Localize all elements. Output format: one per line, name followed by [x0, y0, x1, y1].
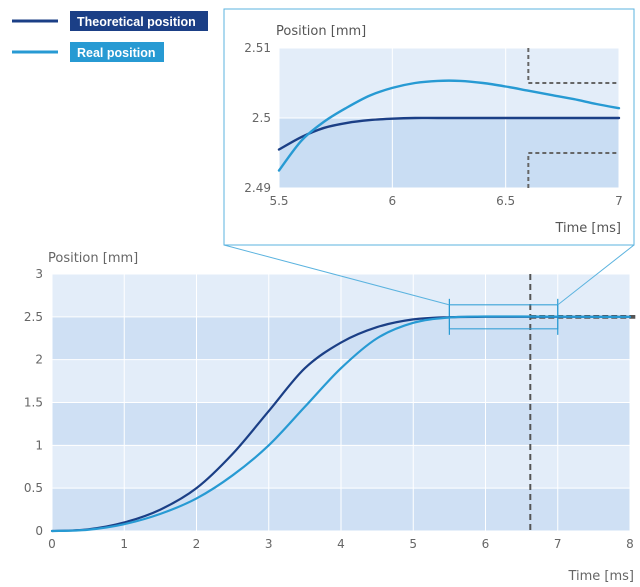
inset-series	[277, 79, 621, 172]
main-y-tick-label: 2.5	[24, 310, 43, 324]
main-x-tick-label: 6	[482, 537, 490, 551]
inset-x-tick-label: 5.5	[269, 194, 288, 208]
inset-band	[279, 48, 619, 118]
inset-chart: 5.5 6 6.5 7 2.49 2.5 2.51 Position [mm] Time […	[223, 8, 635, 246]
legend: Theoretical position Real position	[12, 11, 208, 62]
inset-y-tick-label: 2.51	[244, 41, 271, 55]
main-tick-labels: 0 1 2 3 4 5 6 7 8 0 0.5 1 1.5 2 2.5 3	[24, 267, 634, 551]
legend-theoretical-box	[70, 11, 208, 31]
inset-upper-limit	[527, 48, 619, 84]
main-x-tick-label: 7	[554, 537, 562, 551]
main-chart: 0 1 2 3 4 5 6 7 8 0 0.5 1 1.5 2 2.5 3 Position [mm] Tim…	[24, 251, 636, 584]
main-series-real-line	[50, 315, 632, 533]
inset-series-theoretical-line	[277, 116, 621, 151]
legend-theoretical-label: Theoretical position	[77, 15, 196, 29]
inset-x-tick-label: 6	[389, 194, 397, 208]
main-x-axis-label: Time [ms]	[567, 569, 634, 583]
legend-real-label: Real position	[77, 46, 155, 60]
inset-series-real-line	[277, 79, 621, 172]
main-series	[50, 315, 632, 533]
main-x-tick-label: 0	[48, 537, 56, 551]
inset-x-axis-label: Time [ms]	[554, 221, 621, 236]
main-y-tick-label: 0.5	[24, 481, 43, 495]
legend-real-box	[70, 42, 164, 62]
main-x-tick-label: 3	[265, 537, 273, 551]
main-y-tick-label: 2	[35, 353, 43, 367]
inset-x-tick-label: 6.5	[496, 194, 515, 208]
zoom-connector-left	[223, 244, 450, 306]
inset-plot-background	[279, 48, 619, 188]
main-y-tick-label: 1	[35, 438, 43, 452]
zoom-connectors	[223, 244, 635, 306]
main-x-tick-label: 4	[337, 537, 345, 551]
inset-lower-limit	[527, 152, 619, 188]
main-y-axis-label: Position [mm]	[48, 251, 138, 266]
inset-x-tick-label: 7	[615, 194, 623, 208]
main-x-tick-label: 8	[626, 537, 634, 551]
inset-y-axis-label: Position [mm]	[276, 24, 366, 39]
main-x-tick-label: 1	[120, 537, 128, 551]
main-y-tick-label: 0	[35, 524, 43, 538]
inset-tick-labels: 5.5 6 6.5 7 2.49 2.5 2.51	[244, 41, 623, 208]
inset-lower-band	[279, 118, 619, 188]
main-x-tick-label: 2	[193, 537, 201, 551]
zoom-connector-right	[557, 244, 635, 306]
inset-y-tick-label: 2.5	[252, 111, 271, 125]
main-y-tick-label: 1.5	[24, 396, 43, 410]
main-x-tick-label: 5	[409, 537, 417, 551]
main-y-tick-label: 3	[35, 267, 43, 281]
inset-annotations	[527, 48, 619, 188]
inset-y-tick-label: 2.49	[244, 181, 271, 195]
